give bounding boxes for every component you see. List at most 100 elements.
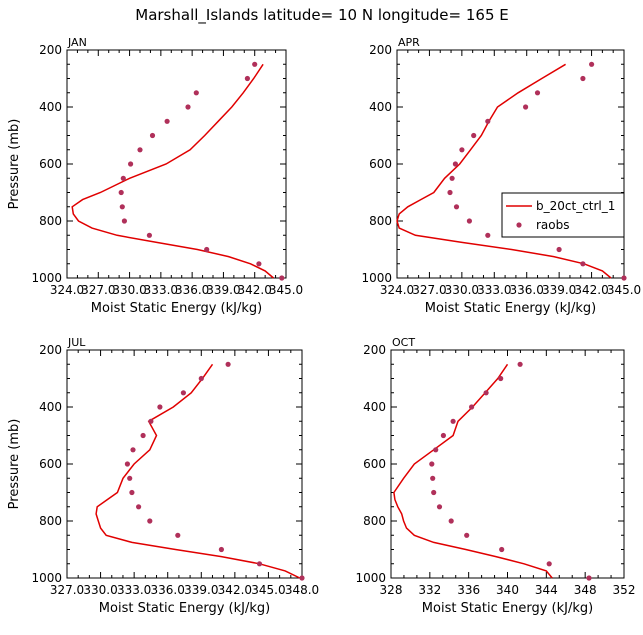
x-axis-label: Moist Static Energy (kJ/kg) <box>91 301 262 316</box>
data-point-raobs <box>157 404 163 410</box>
data-point-raobs <box>431 489 437 496</box>
data-point-raobs <box>146 232 152 238</box>
plot-frame <box>66 49 287 279</box>
y-tick-label: 200 <box>363 343 386 357</box>
data-point-raobs <box>556 246 562 253</box>
series-line-model <box>396 63 612 279</box>
data-point-raobs <box>449 175 455 181</box>
data-point-raobs <box>485 118 491 124</box>
y-axis-label: Pressure (mb) <box>7 119 22 210</box>
data-point-raobs <box>149 132 156 139</box>
x-tick-label: 348 <box>574 583 597 597</box>
y-tick-label: 800 <box>363 514 386 528</box>
series-line-model <box>393 363 553 579</box>
y-tick-label: 200 <box>39 343 62 357</box>
data-point-raobs <box>471 132 477 139</box>
plot-frame <box>66 349 303 579</box>
data-point-raobs <box>483 390 489 396</box>
x-tick-label: 328 <box>380 583 403 597</box>
x-axis-label: Moist Static Energy (kJ/kg) <box>99 601 270 616</box>
data-point-raobs <box>452 161 458 167</box>
data-point-raobs <box>450 418 456 424</box>
x-tick-label: 330.0 <box>83 583 117 597</box>
data-point-raobs <box>517 361 523 367</box>
data-point-raobs <box>120 175 126 181</box>
x-tick-label: 342.0 <box>238 283 272 297</box>
data-point-raobs <box>499 546 505 553</box>
data-point-raobs <box>193 90 199 96</box>
x-tick-label: 339.0 <box>542 283 576 297</box>
figure-title: Marshall_Islands latitude= 10 N longitud… <box>135 6 508 25</box>
x-tick-label: 336.0 <box>175 283 209 297</box>
data-point-raobs <box>589 61 595 67</box>
y-tick-label: 1000 <box>31 571 62 585</box>
y-tick-label: 400 <box>369 100 392 114</box>
x-tick-label: 330.0 <box>112 283 146 297</box>
data-point-raobs <box>498 375 504 382</box>
data-point-raobs <box>218 546 224 553</box>
data-point-raobs <box>466 218 472 224</box>
y-tick-label: 600 <box>363 457 386 471</box>
x-tick-label: 324.0 <box>380 283 414 297</box>
legend-label-model: b_20ct_ctrl_1 <box>536 199 615 213</box>
data-point-raobs <box>164 118 170 124</box>
data-point-raobs <box>225 361 231 367</box>
x-tick-label: 336 <box>457 583 480 597</box>
data-point-raobs <box>469 404 475 410</box>
panel-label: OCT <box>392 336 415 349</box>
data-point-raobs <box>175 532 181 538</box>
data-point-raobs <box>147 518 153 524</box>
data-point-raobs <box>546 561 552 567</box>
x-tick-label: 327.0 <box>412 283 446 297</box>
y-tick-label: 200 <box>369 43 392 57</box>
panel-jan: JAN2004006008001000324.0327.0330.0333.03… <box>7 36 303 316</box>
data-point-raobs <box>447 189 453 196</box>
x-tick-label: 333.0 <box>117 583 151 597</box>
data-point-raobs <box>185 104 191 110</box>
panel-label: JAN <box>67 36 87 49</box>
x-tick-label: 324.0 <box>50 283 84 297</box>
data-point-raobs <box>140 432 146 439</box>
data-point-raobs <box>204 246 210 253</box>
y-tick-label: 800 <box>39 514 62 528</box>
plot-frame <box>396 49 625 279</box>
data-point-raobs <box>256 261 262 267</box>
data-point-raobs <box>279 275 285 281</box>
data-point-raobs <box>430 475 436 481</box>
y-tick-label: 400 <box>363 400 386 414</box>
x-tick-label: 333.0 <box>477 283 511 297</box>
data-point-raobs <box>433 447 439 453</box>
data-point-raobs <box>129 489 135 496</box>
x-tick-label: 339.0 <box>206 283 240 297</box>
x-tick-label: 327.0 <box>50 583 84 597</box>
data-point-raobs <box>121 218 127 224</box>
y-tick-label: 600 <box>369 157 392 171</box>
x-tick-label: 345.0 <box>251 583 285 597</box>
data-point-raobs <box>621 275 627 281</box>
data-point-raobs <box>459 147 465 153</box>
data-point-raobs <box>580 75 586 82</box>
data-point-raobs <box>137 147 143 153</box>
y-tick-label: 600 <box>39 457 62 471</box>
data-point-raobs <box>436 504 443 510</box>
legend-box <box>501 192 625 238</box>
x-tick-label: 340 <box>496 583 519 597</box>
data-point-raobs <box>136 504 142 510</box>
data-point-raobs <box>128 161 134 167</box>
legend-label-raobs: raobs <box>536 218 570 232</box>
x-axis-label: Moist Static Energy (kJ/kg) <box>422 601 593 616</box>
data-point-raobs <box>127 475 133 481</box>
data-point-raobs <box>198 375 204 382</box>
data-point-raobs <box>118 189 124 196</box>
plot-frame <box>390 349 625 579</box>
x-tick-label: 345.0 <box>269 283 303 297</box>
y-tick-label: 1000 <box>31 271 62 285</box>
panel-label: APR <box>398 36 420 49</box>
data-point-raobs <box>256 561 263 567</box>
series-line-model <box>71 63 274 279</box>
data-point-raobs <box>448 518 454 524</box>
data-point-raobs <box>440 432 446 439</box>
